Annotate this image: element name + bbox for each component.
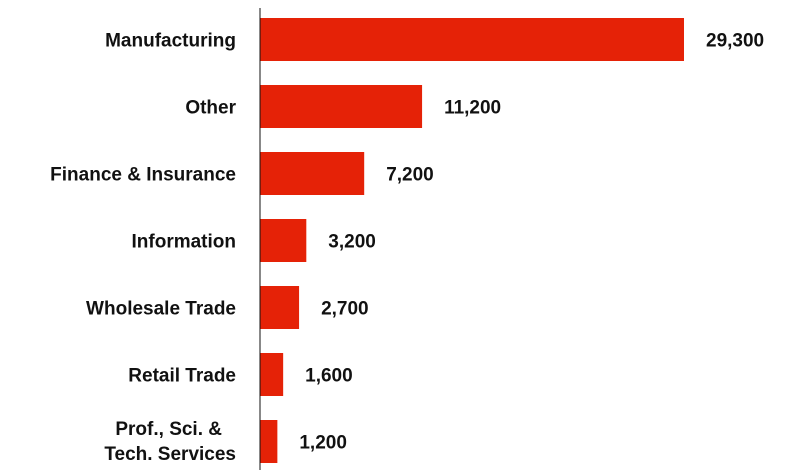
category-label-5: Retail Trade — [128, 366, 236, 387]
bar-4 — [260, 286, 300, 329]
category-label-4: Wholesale Trade — [86, 299, 236, 320]
value-label-3: 3,200 — [328, 232, 376, 253]
category-label-3: Information — [132, 232, 237, 253]
bar-2 — [260, 152, 365, 195]
category-label-6: Prof., Sci. & Tech. Services — [104, 419, 236, 465]
bar-5 — [260, 353, 284, 396]
category-label-line: Tech. Services — [104, 444, 236, 465]
value-label-6: 1,200 — [299, 433, 347, 454]
value-label-1: 11,200 — [444, 98, 501, 119]
bars-group — [260, 18, 684, 463]
value-label-2: 7,200 — [386, 165, 434, 186]
value-label-4: 2,700 — [321, 299, 369, 320]
bar-3 — [260, 219, 307, 262]
value-labels: 29,300 11,200 7,200 3,200 2,700 1,600 1,200 — [299, 31, 764, 454]
category-label-2: Finance & Insurance — [50, 165, 236, 186]
value-label-5: 1,600 — [305, 366, 353, 387]
bar-1 — [260, 85, 423, 128]
bar-6 — [260, 420, 278, 463]
value-label-0: 29,300 — [706, 31, 764, 52]
category-label-1: Other — [185, 98, 236, 119]
category-label-line: Prof., Sci. & — [115, 419, 222, 440]
category-label-0: Manufacturing — [105, 31, 236, 52]
category-labels: Manufacturing Other Finance & Insurance Inf… — [50, 31, 236, 466]
bar-0 — [260, 18, 684, 61]
